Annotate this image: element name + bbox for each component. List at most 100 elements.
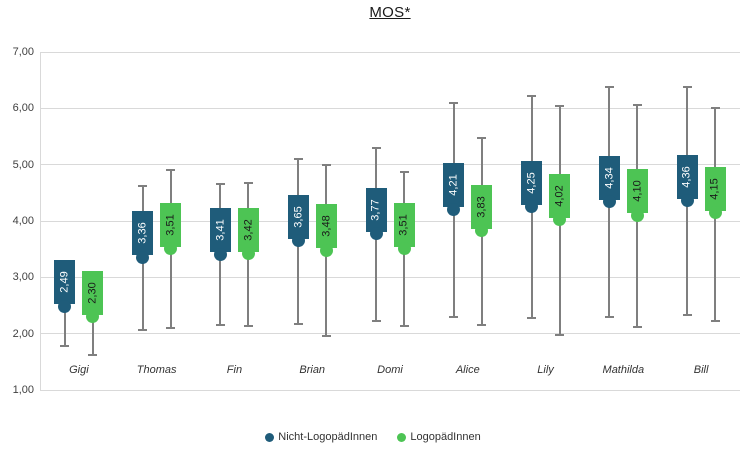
error-bar-cap-top bbox=[138, 185, 148, 188]
data-point bbox=[58, 299, 72, 313]
error-bar-cap-bottom bbox=[60, 345, 70, 348]
y-axis-tick-label: 2,00 bbox=[12, 327, 34, 340]
error-bar-cap-bottom bbox=[371, 319, 381, 322]
grid-line bbox=[40, 107, 740, 109]
y-axis-tick-label: 6,00 bbox=[12, 102, 34, 115]
data-value-label-text: 2,30 bbox=[86, 282, 99, 304]
data-point bbox=[708, 206, 722, 220]
data-value-label: 4,02 bbox=[549, 173, 571, 218]
error-bar-cap-top bbox=[555, 104, 565, 107]
data-value-label-text: 3,83 bbox=[475, 195, 488, 218]
error-bar-cap-bottom bbox=[293, 322, 303, 325]
data-point bbox=[241, 247, 255, 261]
x-category-label: Brian bbox=[299, 364, 326, 376]
data-point bbox=[475, 224, 489, 238]
legend-item: LogopädInnen bbox=[397, 431, 481, 443]
data-value-label-text: 3,65 bbox=[292, 205, 305, 228]
grid-line bbox=[40, 220, 740, 222]
data-value-label-text: 3,36 bbox=[136, 222, 149, 244]
data-value-label: 3,51 bbox=[393, 202, 415, 247]
x-category-label: Fin bbox=[226, 364, 243, 376]
error-bar-cap-bottom bbox=[555, 333, 565, 336]
data-value-label-text: 3,42 bbox=[242, 218, 255, 241]
error-bar-cap-top bbox=[477, 136, 487, 139]
error-bar-cap-top bbox=[215, 182, 225, 185]
x-category-label: Bill bbox=[693, 364, 709, 376]
error-bar-cap-bottom bbox=[449, 316, 459, 319]
error-bar-cap-top bbox=[293, 158, 303, 161]
error-bar-cap-bottom bbox=[527, 316, 537, 319]
grid-line bbox=[40, 164, 740, 166]
error-bar-cap-top bbox=[527, 94, 537, 97]
data-point bbox=[319, 243, 333, 257]
data-value-label-text: 4,25 bbox=[525, 172, 538, 194]
data-point bbox=[680, 194, 694, 208]
error-bar-cap-top bbox=[371, 146, 381, 149]
data-value-label: 4,10 bbox=[626, 169, 648, 214]
data-value-label-text: 3,51 bbox=[164, 213, 177, 236]
legend-marker-dot bbox=[397, 432, 407, 442]
error-bar-cap-top bbox=[321, 163, 331, 166]
y-axis-tick-label: 5,00 bbox=[12, 158, 34, 171]
legend: Nicht-LogopädInnen LogopädInnen bbox=[0, 431, 746, 443]
data-value-label: 4,15 bbox=[704, 166, 726, 211]
data-value-label: 3,36 bbox=[132, 211, 154, 256]
data-point bbox=[630, 208, 644, 222]
data-value-label: 3,41 bbox=[209, 208, 231, 253]
error-bar-cap-bottom bbox=[632, 326, 642, 329]
error-bar-cap-bottom bbox=[682, 313, 692, 316]
error-bar-cap-bottom bbox=[710, 320, 720, 323]
data-value-label: 3,65 bbox=[287, 194, 309, 239]
data-point bbox=[397, 242, 411, 256]
error-bar-cap-bottom bbox=[215, 323, 225, 326]
data-point bbox=[164, 242, 178, 256]
error-bar-cap-bottom bbox=[88, 354, 98, 357]
chart-title: MOS* bbox=[369, 4, 411, 21]
data-point bbox=[602, 195, 616, 209]
x-category-label: Lily bbox=[537, 364, 554, 376]
error-bar-cap-top bbox=[449, 101, 459, 104]
data-value-label: 4,36 bbox=[676, 154, 698, 199]
data-value-label-text: 4,34 bbox=[603, 167, 616, 189]
data-value-label: 3,77 bbox=[365, 187, 387, 232]
data-value-label-text: 4,02 bbox=[553, 185, 566, 207]
data-value-label-text: 3,51 bbox=[398, 213, 411, 236]
data-value-label-text: 4,21 bbox=[447, 174, 460, 196]
data-point bbox=[447, 202, 461, 216]
x-category-label: Gigi bbox=[69, 364, 89, 376]
data-value-label: 4,21 bbox=[443, 163, 465, 208]
error-bar-cap-bottom bbox=[604, 316, 614, 319]
y-axis-tick-label: 1,00 bbox=[12, 384, 34, 396]
data-value-label-text: 4,15 bbox=[709, 177, 722, 200]
error-bar-cap-top bbox=[710, 107, 720, 110]
error-bar-cap-top bbox=[632, 103, 642, 106]
data-value-label: 3,83 bbox=[471, 184, 493, 229]
data-value-label-text: 2,49 bbox=[58, 271, 71, 293]
error-bar-cap-top bbox=[682, 85, 692, 88]
x-category-label: Domi bbox=[377, 364, 403, 376]
error-bar-cap-top bbox=[166, 169, 176, 172]
grid-line bbox=[40, 51, 740, 53]
data-value-label: 2,49 bbox=[54, 260, 76, 305]
y-axis-tick-label: 7,00 bbox=[12, 46, 34, 58]
y-axis-tick-label: 3,00 bbox=[12, 271, 34, 284]
data-point bbox=[136, 250, 150, 264]
data-value-label: 3,42 bbox=[237, 207, 259, 252]
legend-label: LogopädInnen bbox=[410, 431, 481, 443]
error-bar-cap-bottom bbox=[166, 327, 176, 330]
data-value-label-text: 3,77 bbox=[370, 199, 383, 221]
data-point bbox=[213, 247, 227, 261]
data-value-label-text: 3,41 bbox=[214, 219, 227, 241]
x-category-label: Mathilda bbox=[602, 364, 645, 376]
data-value-label: 4,25 bbox=[521, 160, 543, 205]
x-category-label: Thomas bbox=[136, 364, 177, 376]
x-category-label: Alice bbox=[455, 364, 480, 376]
data-value-label-text: 3,48 bbox=[320, 215, 333, 237]
data-point bbox=[525, 200, 539, 214]
data-value-label-text: 4,10 bbox=[631, 180, 644, 203]
legend-marker-dot bbox=[265, 432, 275, 442]
y-axis-tick-label: 4,00 bbox=[12, 215, 34, 227]
legend-item: Nicht-LogopädInnen bbox=[265, 431, 377, 443]
error-bar-cap-top bbox=[243, 181, 253, 184]
